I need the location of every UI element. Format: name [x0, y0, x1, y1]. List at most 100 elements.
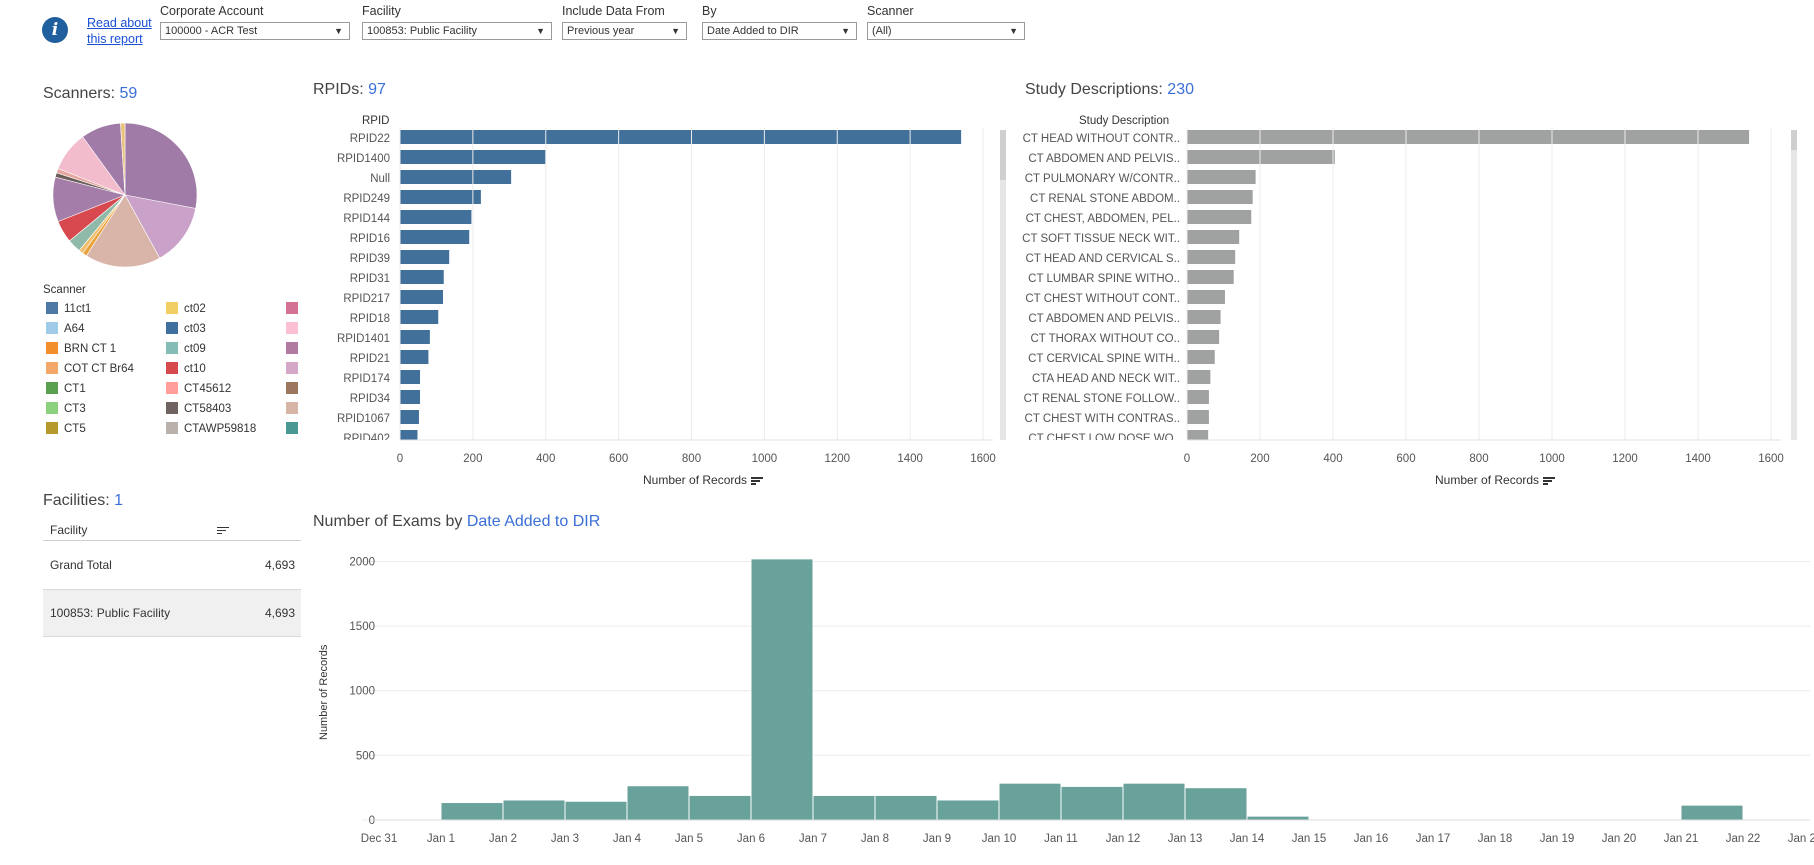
bar[interactable]: [1187, 270, 1234, 284]
legend-item[interactable]: CT1: [46, 381, 86, 397]
rpid-scroll-thumb[interactable]: [1000, 130, 1006, 180]
bar[interactable]: [1187, 190, 1253, 204]
bar[interactable]: [400, 410, 419, 424]
legend-item[interactable]: A64: [46, 321, 84, 337]
filter-select[interactable]: Previous year ▼: [562, 22, 687, 40]
study-scroll-thumb[interactable]: [1791, 130, 1797, 150]
info-icon[interactable]: i: [42, 17, 68, 43]
exams-title-link[interactable]: Date Added to DIR: [466, 513, 601, 530]
study-bar-chart[interactable]: CT HEAD WITHOUT CONTR.. CT ABDOMEN AND PE…: [1020, 128, 1800, 488]
bar[interactable]: [626, 785, 690, 821]
legend-item[interactable]: ct09: [166, 341, 206, 357]
bar[interactable]: [1187, 370, 1211, 384]
pie-slice[interactable]: [120, 122, 126, 196]
study-scrollbar[interactable]: [1791, 130, 1797, 440]
bar[interactable]: [1187, 330, 1220, 344]
legend-item[interactable]: [286, 321, 304, 337]
table-row[interactable]: Grand Total 4,693: [43, 541, 301, 590]
bar[interactable]: [400, 210, 472, 224]
sort-icon[interactable]: [1543, 476, 1556, 486]
table-row[interactable]: 100853: Public Facility 4,693: [43, 590, 301, 637]
scanners-count: 59: [119, 85, 138, 102]
legend-item[interactable]: CT58403: [166, 401, 231, 417]
legend-item[interactable]: [286, 381, 304, 397]
pie-slice[interactable]: [124, 194, 197, 259]
legend-item[interactable]: CT5: [46, 421, 86, 437]
row-label: CT ABDOMEN AND PELVIS..: [1028, 153, 1180, 165]
bar[interactable]: [502, 799, 566, 821]
sort-icon[interactable]: [751, 476, 764, 486]
read-about-report-link[interactable]: Read about this report: [87, 16, 152, 46]
bar[interactable]: [400, 370, 421, 384]
row-label: CT CHEST WITHOUT CONT..: [1025, 293, 1180, 305]
bar[interactable]: [688, 794, 752, 821]
legend-label: CTAWP59818: [184, 423, 257, 435]
bar[interactable]: [998, 782, 1062, 821]
bar[interactable]: [1122, 782, 1186, 821]
bar[interactable]: [750, 558, 814, 821]
bar[interactable]: [1680, 804, 1744, 821]
bar[interactable]: [564, 800, 628, 821]
bar[interactable]: [1187, 210, 1252, 224]
bar[interactable]: [400, 190, 481, 204]
exams-bar-chart[interactable]: 0 500 1000 1500 2000 Dec 31 Jan 1 Jan 2 Jan 3 Jan…: [330, 540, 1814, 865]
filter-select[interactable]: (All) ▼: [867, 22, 1025, 40]
legend-item[interactable]: [286, 421, 304, 437]
bar[interactable]: [400, 230, 470, 244]
bar[interactable]: [1187, 310, 1221, 324]
bar[interactable]: [812, 794, 876, 821]
pie-slice[interactable]: [124, 122, 198, 209]
filter-label: Corporate Account: [160, 4, 264, 18]
legend-item[interactable]: ct02: [166, 301, 206, 317]
scanner-pie-chart[interactable]: [50, 120, 200, 270]
legend-item[interactable]: 11ct1: [46, 301, 91, 317]
bar[interactable]: [1187, 130, 1750, 144]
pie-slice[interactable]: [86, 194, 161, 268]
filter-select[interactable]: 100000 - ACR Test ▼: [160, 22, 350, 40]
bar[interactable]: [1187, 350, 1215, 364]
x-tick-label: Jan 11: [1044, 833, 1078, 845]
bar[interactable]: [1187, 150, 1335, 164]
legend-item[interactable]: CT45612: [166, 381, 231, 397]
legend-item[interactable]: [286, 341, 304, 357]
bar[interactable]: [400, 390, 421, 404]
legend-item[interactable]: BRN CT 1: [46, 341, 116, 357]
legend-item[interactable]: [286, 301, 304, 317]
bar[interactable]: [1246, 815, 1310, 821]
bar[interactable]: [400, 250, 450, 264]
row-label: CT CHEST WITH CONTRAS..: [1025, 413, 1180, 425]
bar[interactable]: [400, 290, 443, 304]
legend-item[interactable]: [286, 361, 304, 377]
bar[interactable]: [1187, 430, 1209, 444]
legend-item[interactable]: COT CT Br64: [46, 361, 134, 377]
row-label: CTA HEAD AND NECK WIT..: [1032, 373, 1180, 385]
bar[interactable]: [400, 270, 444, 284]
bar[interactable]: [400, 350, 429, 364]
bar[interactable]: [400, 310, 439, 324]
bar[interactable]: [1187, 170, 1256, 184]
bar[interactable]: [400, 130, 962, 144]
bar[interactable]: [400, 330, 430, 344]
bar[interactable]: [1187, 250, 1236, 264]
bar[interactable]: [1187, 290, 1225, 304]
rpid-bar-chart[interactable]: RPID22 RPID1400 Null RPID249 RPID144 RPID16 RP…: [300, 128, 1010, 488]
legend-item[interactable]: CTAWP59818: [166, 421, 256, 437]
legend-item[interactable]: CT3: [46, 401, 86, 417]
bar[interactable]: [440, 802, 504, 821]
bar[interactable]: [400, 170, 512, 184]
bar[interactable]: [874, 794, 938, 821]
bar[interactable]: [1187, 390, 1209, 404]
bar[interactable]: [1187, 230, 1240, 244]
bar[interactable]: [1060, 785, 1124, 821]
bar[interactable]: [936, 799, 1000, 821]
bar[interactable]: [400, 430, 418, 444]
bar[interactable]: [1187, 410, 1209, 424]
legend-item[interactable]: ct10: [166, 361, 206, 377]
sort-icon[interactable]: [217, 525, 229, 535]
rpid-scrollbar[interactable]: [1000, 130, 1006, 440]
bar[interactable]: [1184, 787, 1248, 821]
legend-item[interactable]: ct03: [166, 321, 206, 337]
legend-item[interactable]: [286, 401, 304, 417]
filter-select[interactable]: Date Added to DIR ▼: [702, 22, 857, 40]
filter-select[interactable]: 100853: Public Facility ▼: [362, 22, 552, 40]
